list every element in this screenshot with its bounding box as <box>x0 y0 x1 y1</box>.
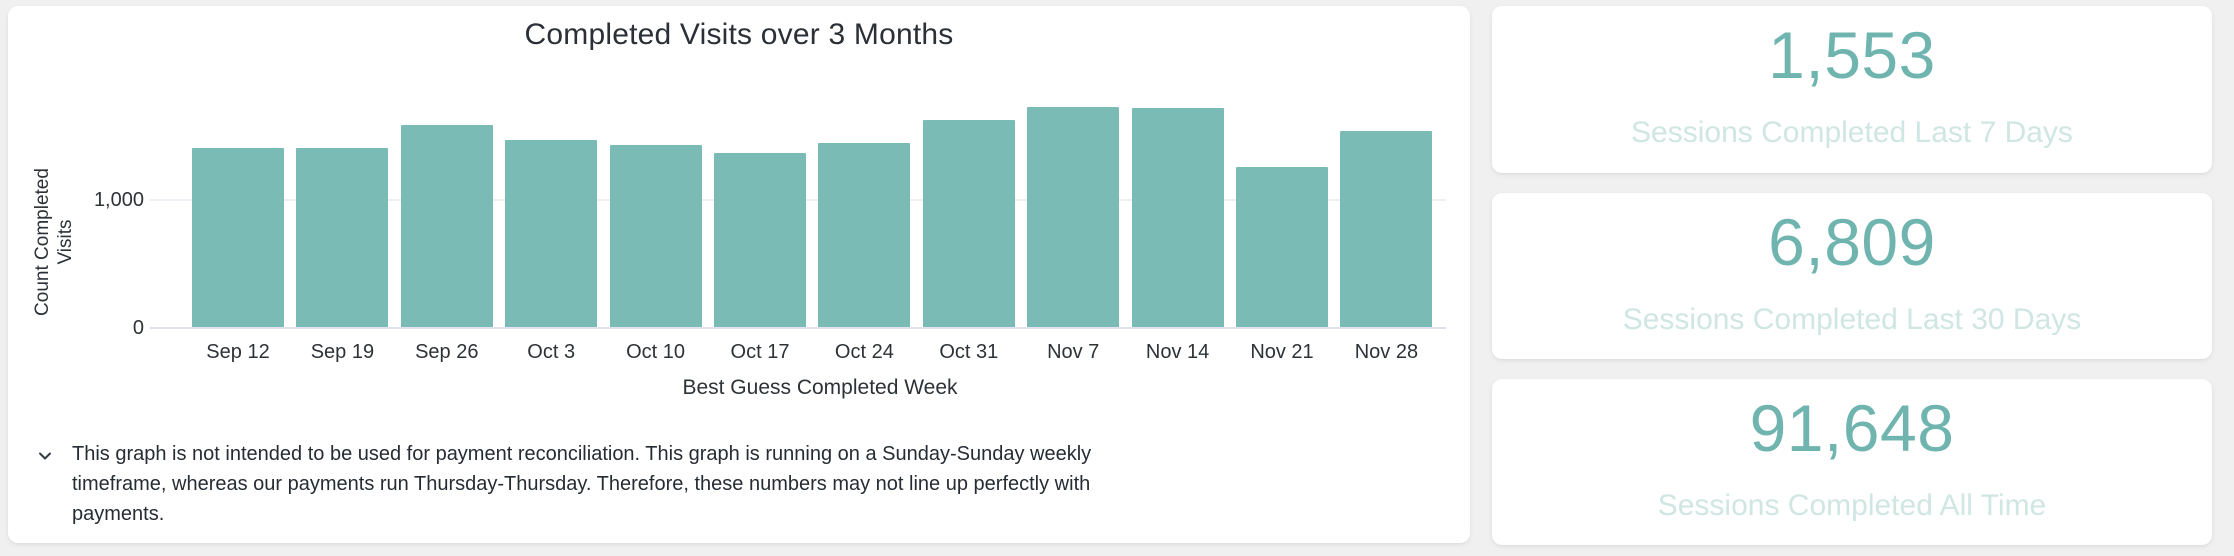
bar-oct-17[interactable] <box>714 152 806 327</box>
disclaimer-line: This graph is not intended to be used fo… <box>72 443 1092 465</box>
x-tick-label-oct-3: Oct 3 <box>527 341 576 363</box>
completed-visits-chart-card: Completed Visits over 3 Months Count Com… <box>8 6 1470 543</box>
stat-label: Sessions Completed Last 7 Days <box>1631 116 2073 149</box>
x-axis-line <box>150 327 1446 329</box>
x-tick-label-nov-7: Nov 7 <box>1047 341 1100 363</box>
stat-value: 1,553 <box>1768 18 1936 92</box>
stat-value: 6,809 <box>1768 205 1936 279</box>
stat-card-last-7-days: 1,553 Sessions Completed Last 7 Days <box>1492 6 2212 173</box>
chevron-down-icon[interactable] <box>36 447 54 465</box>
stats-column: 1,553 Sessions Completed Last 7 Days 6,8… <box>1492 6 2212 545</box>
stat-value: 91,648 <box>1749 391 1955 465</box>
x-axis-title: Best Guess Completed Week <box>682 376 958 399</box>
x-tick-label-nov-14: Nov 14 <box>1145 341 1210 363</box>
disclaimer-text: This graph is not intended to be used fo… <box>72 439 1272 529</box>
x-tick-label-sep-26: Sep 26 <box>415 341 479 363</box>
bar-oct-24[interactable] <box>818 142 911 327</box>
stat-label: Sessions Completed Last 30 Days <box>1622 303 2082 336</box>
x-tick-label-oct-24: Oct 24 <box>834 341 894 363</box>
bar-nov-14[interactable] <box>1131 108 1224 327</box>
disclaimer-line: payments. <box>72 503 165 525</box>
disclaimer-line: timeframe, whereas our payments run Thur… <box>72 473 1091 495</box>
bar-sep-19[interactable] <box>296 147 389 327</box>
stat-card-all-time: 91,648 Sessions Completed All Time <box>1492 379 2212 545</box>
bar-sep-26[interactable] <box>400 124 493 327</box>
bar-sep-12[interactable] <box>192 147 284 327</box>
chart-title: Completed Visits over 3 Months <box>524 18 954 51</box>
stat-card-last-30-days: 6,809 Sessions Completed Last 30 Days <box>1492 193 2212 359</box>
y-tick-label-0: 0 <box>132 317 144 339</box>
bar-nov-7[interactable] <box>1027 106 1120 327</box>
bar-nov-28[interactable] <box>1340 131 1433 327</box>
bar-nov-21[interactable] <box>1236 167 1328 327</box>
stat-label: Sessions Completed All Time <box>1657 489 2047 522</box>
x-tick-label-oct-17: Oct 17 <box>730 341 790 363</box>
x-tick-label-oct-31: Oct 31 <box>939 341 999 363</box>
x-tick-label-sep-19: Sep 19 <box>310 341 375 363</box>
x-tick-label-nov-28: Nov 28 <box>1354 341 1419 363</box>
bar-oct-10[interactable] <box>609 145 702 327</box>
y-tick-label-1000: 1,000 <box>93 189 144 211</box>
x-tick-label-oct-10: Oct 10 <box>626 341 686 363</box>
bar-oct-3[interactable] <box>505 140 598 327</box>
x-tick-label-nov-21: Nov 21 <box>1250 341 1314 363</box>
x-tick-label-sep-12: Sep 12 <box>206 341 270 363</box>
bar-oct-31[interactable] <box>922 119 1015 327</box>
